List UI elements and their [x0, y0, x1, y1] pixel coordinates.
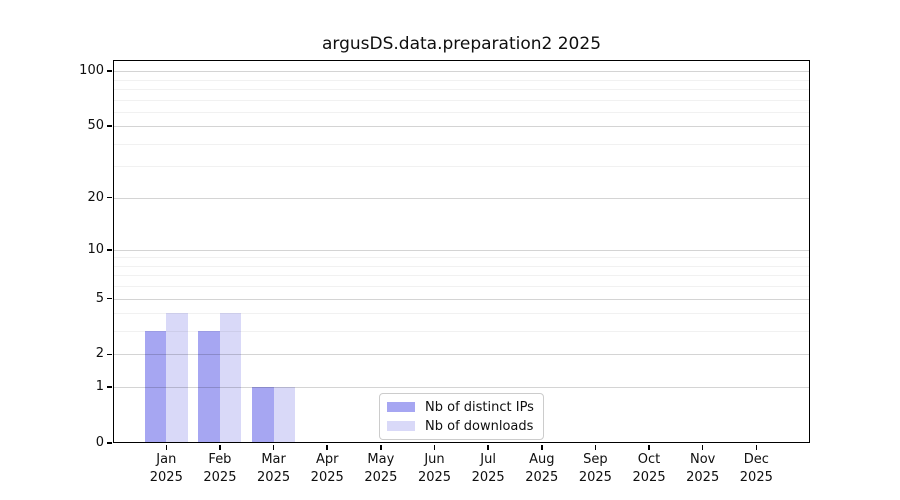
- x-tick: [165, 444, 168, 450]
- x-tick-month: Sep: [583, 452, 608, 467]
- gridline-major: [114, 298, 809, 300]
- x-tick-label: Nov 2025: [671, 451, 735, 487]
- x-tick-month: May: [367, 452, 395, 467]
- bar-nb-of-downloads-feb: [219, 313, 242, 443]
- x-tick-label: Mar 2025: [242, 451, 306, 487]
- x-tick-year: 2025: [417, 470, 452, 485]
- y-tick-label: 2: [95, 346, 104, 362]
- gridline-minor: [114, 143, 809, 145]
- bar-nb-of-downloads-jan: [166, 313, 188, 443]
- gridline-minor: [114, 99, 809, 101]
- gridline-major: [114, 126, 809, 128]
- x-tick: [701, 444, 704, 450]
- y-tick: [106, 297, 112, 300]
- x-tick-label: Oct 2025: [617, 451, 681, 487]
- legend-swatch-distinct-ips: [387, 402, 415, 412]
- gridline-major: [114, 354, 809, 356]
- y-tick-label: 1: [95, 379, 104, 395]
- y-tick-label: 0: [95, 435, 104, 450]
- y-tick: [106, 249, 112, 251]
- x-tick-month: Oct: [637, 452, 661, 467]
- y-tick: [106, 442, 112, 444]
- legend-label-downloads: Nb of downloads: [425, 418, 534, 434]
- x-tick-label: Sep 2025: [563, 451, 627, 487]
- x-tick: [648, 444, 650, 450]
- x-tick-label: Aug 2025: [510, 451, 574, 487]
- gridline-major: [114, 197, 809, 199]
- chart-title: argusDS.data.preparation2 2025: [321, 34, 602, 54]
- x-tick: [433, 444, 436, 450]
- x-tick-month: Mar: [261, 452, 286, 467]
- x-tick-label: Feb 2025: [188, 451, 252, 487]
- bar-nb-of-distinct-ips-mar: [252, 387, 274, 443]
- x-tick-year: 2025: [739, 470, 773, 485]
- x-tick-year: 2025: [578, 470, 612, 485]
- x-tick-month: Jun: [424, 452, 445, 467]
- x-tick: [219, 444, 221, 450]
- y-tick: [106, 70, 112, 72]
- y-tick: [106, 353, 112, 356]
- x-tick-label: Jan 2025: [134, 451, 198, 487]
- x-tick-month: Jan: [156, 452, 177, 467]
- x-tick-month: Feb: [208, 452, 232, 467]
- x-tick: [755, 444, 758, 450]
- gridline-minor: [114, 88, 809, 90]
- x-tick-month: Jul: [480, 452, 496, 467]
- y-tick-label: 10: [87, 241, 104, 257]
- x-tick-label: Dec 2025: [724, 451, 788, 487]
- gridline-minor: [114, 79, 809, 81]
- y-tick-label: 100: [79, 63, 104, 79]
- x-tick-label: May 2025: [349, 451, 413, 487]
- bar-nb-of-distinct-ips-feb: [198, 331, 220, 443]
- x-tick-month: Nov: [690, 452, 716, 467]
- x-tick: [487, 444, 489, 450]
- x-tick-month: Dec: [743, 452, 769, 467]
- x-tick-year: 2025: [310, 470, 344, 485]
- gridline-minor: [114, 257, 809, 259]
- legend: Nb of distinct IPs Nb of downloads: [379, 393, 544, 440]
- gridline-major: [114, 71, 809, 73]
- x-tick-year: 2025: [471, 470, 505, 485]
- x-tick: [380, 444, 382, 450]
- x-tick-month: Apr: [315, 452, 339, 467]
- x-tick-month: Aug: [529, 452, 555, 467]
- x-tick-year: 2025: [257, 470, 291, 485]
- y-tick: [106, 196, 112, 199]
- gridline-major: [114, 387, 809, 389]
- gridline-minor: [114, 275, 809, 277]
- y-tick-label: 50: [87, 118, 104, 134]
- bar-nb-of-downloads-mar: [273, 387, 296, 443]
- y-tick: [106, 125, 112, 127]
- gridline-major: [114, 249, 809, 251]
- bar-nb-of-distinct-ips-jan: [144, 331, 167, 443]
- x-tick-year: 2025: [203, 470, 237, 485]
- x-tick: [326, 444, 328, 450]
- x-tick: [541, 444, 543, 450]
- x-tick-year: 2025: [364, 470, 398, 485]
- y-tick-label: 20: [87, 189, 104, 205]
- gridline-minor: [114, 313, 809, 315]
- gridline-minor: [114, 265, 809, 267]
- x-tick: [594, 444, 597, 450]
- x-tick-year: 2025: [632, 470, 666, 485]
- legend-label-distinct-ips: Nb of distinct IPs: [425, 399, 534, 415]
- y-tick-label: 5: [95, 290, 104, 306]
- legend-swatch-downloads: [387, 421, 415, 431]
- x-tick-label: Jun 2025: [403, 451, 467, 487]
- legend-item-downloads: Nb of downloads: [387, 418, 534, 434]
- gridline-minor: [114, 111, 809, 113]
- gridline-minor: [114, 166, 809, 168]
- gridline-minor: [114, 331, 809, 333]
- x-tick-year: 2025: [686, 470, 720, 485]
- legend-item-distinct-ips: Nb of distinct IPs: [387, 399, 534, 415]
- y-tick: [106, 386, 112, 388]
- x-tick-label: Jul 2025: [456, 451, 520, 487]
- x-tick-year: 2025: [149, 470, 183, 485]
- x-tick: [272, 444, 275, 450]
- x-tick-label: Apr 2025: [295, 451, 359, 487]
- gridline-minor: [114, 286, 809, 288]
- x-tick-year: 2025: [525, 470, 559, 485]
